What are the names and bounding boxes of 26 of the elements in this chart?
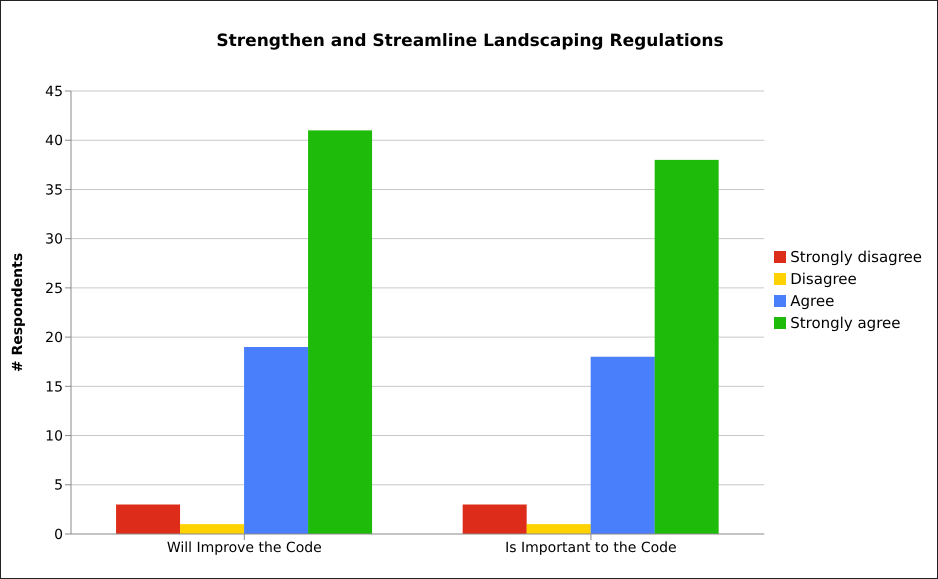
legend-label: Disagree [790, 270, 857, 288]
x-tick-label: Will Improve the Code [166, 540, 322, 556]
bar [590, 356, 655, 534]
bar [526, 524, 591, 534]
y-tick-label: 15 [45, 379, 63, 396]
y-axis-title: # Respondents [10, 252, 26, 372]
bar [308, 130, 372, 534]
y-tick-label: 20 [45, 330, 63, 346]
bar [654, 160, 719, 534]
y-tick-label: 35 [45, 182, 63, 198]
legend-label: Agree [790, 292, 834, 310]
y-tick-label: 30 [45, 232, 63, 248]
y-tick-label: 45 [45, 84, 63, 100]
chart-title: Strengthen and Streamline Landscaping Regulations [215, 31, 725, 51]
y-tick-label: 25 [45, 280, 63, 297]
bar [116, 504, 180, 534]
bar [244, 346, 308, 534]
bar [462, 504, 527, 534]
x-tick-label: Is Important to the Code [505, 540, 677, 556]
legend-label: Strongly agree [790, 314, 900, 332]
y-tick-label: 5 [54, 478, 63, 494]
y-tick-label: 0 [54, 526, 63, 543]
y-tick-label: 40 [45, 133, 63, 150]
legend-label: Strongly disagree [790, 248, 922, 266]
bar [180, 524, 244, 534]
y-tick-label: 10 [45, 428, 63, 445]
